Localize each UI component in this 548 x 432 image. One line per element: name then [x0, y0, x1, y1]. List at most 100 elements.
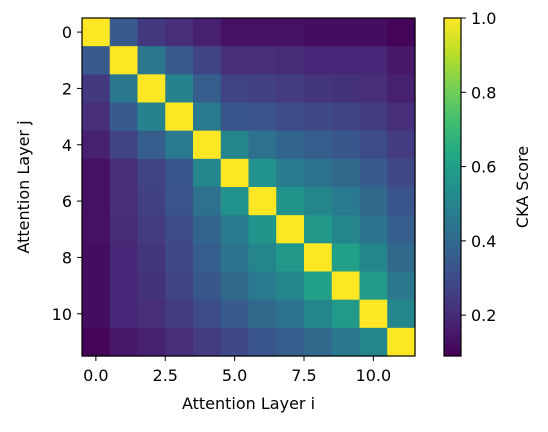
- heatmap-cell: [248, 271, 277, 301]
- heatmap-cell: [109, 18, 139, 47]
- colorbar-label: CKA Score: [513, 146, 532, 228]
- heatmap-cell: [193, 187, 222, 216]
- heatmap-cell: [248, 299, 277, 329]
- heatmap-cell: [359, 271, 388, 301]
- heatmap-cell: [387, 102, 416, 132]
- heatmap-cell: [82, 46, 111, 75]
- y-tick-label: 6: [62, 192, 72, 211]
- heatmap-cell: [276, 187, 305, 216]
- heatmap-cell: [82, 74, 111, 104]
- heatmap-cell: [304, 102, 333, 132]
- heatmap-cell: [82, 299, 111, 329]
- heatmap-cell: [165, 102, 194, 132]
- heatmap-cell: [331, 271, 361, 301]
- heatmap-cell: [220, 271, 250, 301]
- heatmap-cell: [165, 271, 194, 301]
- heatmap-cell: [137, 130, 166, 160]
- heatmap-cell: [387, 299, 416, 329]
- heatmap-cell: [304, 46, 333, 75]
- heatmap-cell: [331, 74, 361, 104]
- heatmap-cell: [359, 18, 388, 47]
- heatmap-cell: [165, 187, 194, 216]
- heatmap-cell: [109, 46, 139, 75]
- heatmap-cell: [193, 74, 222, 104]
- heatmap-cell: [304, 243, 333, 273]
- heatmap-cell: [276, 299, 305, 329]
- heatmap-cell: [359, 158, 388, 188]
- plot-frame: [81, 17, 416, 357]
- heatmap-cell: [248, 18, 277, 47]
- heatmap-cell: [165, 18, 194, 47]
- heatmap-cell: [109, 74, 139, 104]
- heatmap-cell: [165, 299, 194, 329]
- heatmap-cell: [82, 271, 111, 301]
- heatmap-cell: [109, 243, 139, 273]
- heatmap-cell: [193, 271, 222, 301]
- heatmap-cell: [109, 271, 139, 301]
- heatmap-cell: [304, 158, 333, 188]
- heatmap-cell: [359, 187, 388, 216]
- colorbar-tick-label: 0.2: [471, 306, 496, 325]
- heatmap-cell: [359, 299, 388, 329]
- heatmap-cell: [331, 327, 361, 357]
- heatmap-cell: [165, 74, 194, 104]
- heatmap-cell: [220, 74, 250, 104]
- heatmap-cell: [193, 215, 222, 244]
- heatmap-cell: [304, 74, 333, 104]
- heatmap-cell: [387, 158, 416, 188]
- heatmap-cell: [137, 102, 166, 132]
- colorbar-tick-label: 0.6: [471, 158, 496, 177]
- y-tick-label: 0: [62, 23, 72, 42]
- heatmap-cell: [304, 271, 333, 301]
- heatmap-cell: [248, 243, 277, 273]
- heatmap-cell: [165, 130, 194, 160]
- heatmap-cell: [359, 327, 388, 357]
- colorbar-ticks: 0.2 0.4 0.6 0.8 1.0: [461, 9, 496, 325]
- heatmap-cell: [276, 46, 305, 75]
- heatmap-cell: [331, 46, 361, 75]
- y-tick-label: 8: [62, 248, 72, 267]
- x-tick-label: 0.0: [83, 366, 108, 385]
- heatmap-cells: [82, 18, 416, 357]
- heatmap-cell: [359, 74, 388, 104]
- x-tick-label: 10.0: [356, 366, 392, 385]
- heatmap-cell: [220, 46, 250, 75]
- heatmap-cell: [304, 18, 333, 47]
- heatmap-cell: [137, 327, 166, 357]
- heatmap-cell: [193, 102, 222, 132]
- heatmap-cell: [220, 18, 250, 47]
- heatmap-cell: [387, 243, 416, 273]
- heatmap-cell: [387, 18, 416, 47]
- heatmap-cell: [165, 158, 194, 188]
- heatmap-cell: [193, 327, 222, 357]
- heatmap-cell: [304, 327, 333, 357]
- heatmap-cell: [331, 215, 361, 244]
- heatmap-cell: [137, 46, 166, 75]
- heatmap-cell: [387, 187, 416, 216]
- heatmap-cell: [248, 215, 277, 244]
- heatmap-cell: [331, 158, 361, 188]
- heatmap-cell: [387, 215, 416, 244]
- heatmap-cell: [193, 18, 222, 47]
- heatmap-cell: [387, 327, 416, 357]
- heatmap-cell: [331, 243, 361, 273]
- heatmap-cell: [82, 327, 111, 357]
- y-axis-label: Attention Layer j: [14, 120, 33, 253]
- y-tick-label: 4: [62, 136, 72, 155]
- heatmap-cell: [248, 327, 277, 357]
- heatmap-cell: [193, 130, 222, 160]
- heatmap-cell: [304, 130, 333, 160]
- heatmap-cell: [137, 215, 166, 244]
- heatmap-cell: [331, 18, 361, 47]
- heatmap-cell: [359, 102, 388, 132]
- heatmap-cell: [248, 102, 277, 132]
- heatmap-cell: [248, 130, 277, 160]
- heatmap-cell: [220, 243, 250, 273]
- heatmap-cell: [304, 215, 333, 244]
- heatmap-cell: [137, 299, 166, 329]
- heatmap-cell: [276, 158, 305, 188]
- x-tick-label: 2.5: [153, 366, 178, 385]
- heatmap-cell: [137, 271, 166, 301]
- heatmap-cell: [193, 243, 222, 273]
